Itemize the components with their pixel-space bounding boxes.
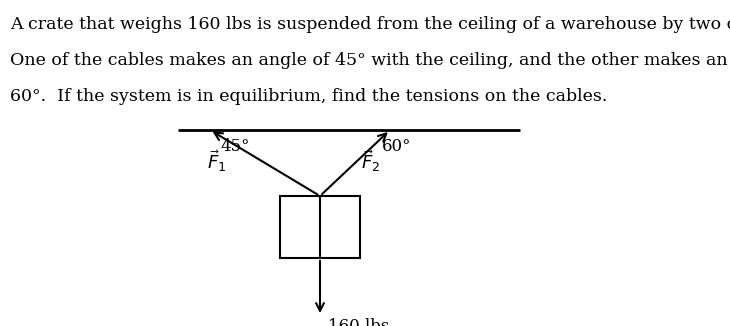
Text: A crate that weighs 160 lbs is suspended from the ceiling of a warehouse by two : A crate that weighs 160 lbs is suspended…	[10, 16, 730, 33]
Text: One of the cables makes an angle of 45° with the ceiling, and the other makes an: One of the cables makes an angle of 45° …	[10, 52, 730, 69]
Text: 160 lbs: 160 lbs	[328, 318, 389, 326]
Text: 60°: 60°	[382, 138, 412, 155]
Text: $\vec{F}_2$: $\vec{F}_2$	[361, 148, 380, 174]
Text: 60°.  If the system is in equilibrium, find the tensions on the cables.: 60°. If the system is in equilibrium, fi…	[10, 88, 607, 105]
Text: $\vec{F}_1$: $\vec{F}_1$	[207, 148, 226, 174]
Bar	[280, 196, 360, 258]
Text: 45°: 45°	[220, 138, 250, 155]
